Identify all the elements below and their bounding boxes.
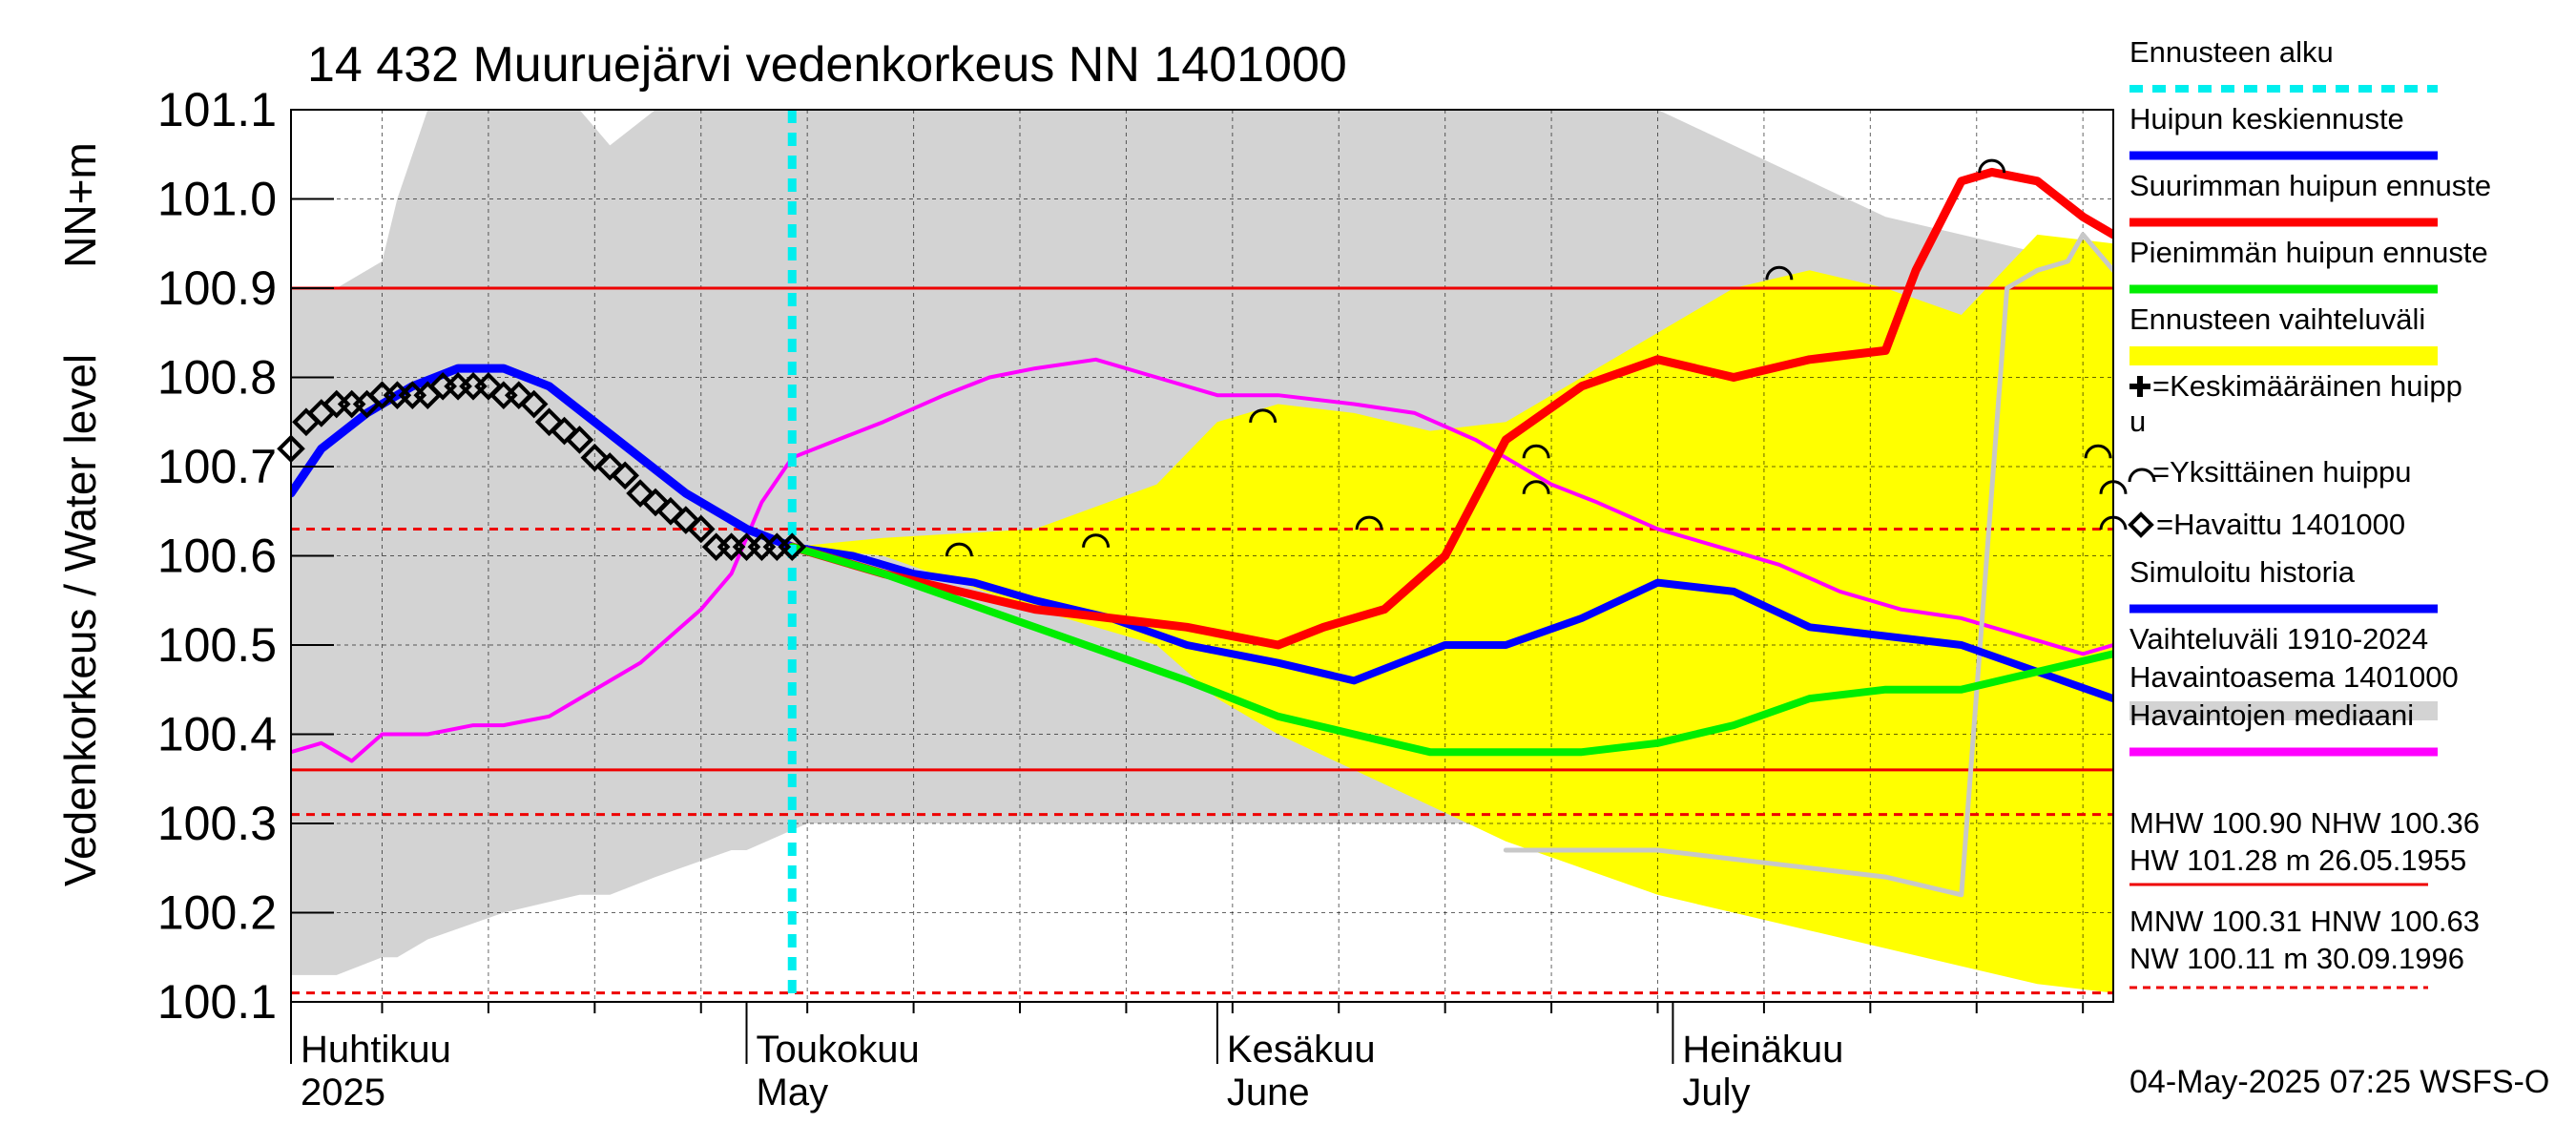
x-month-label-fi: Toukokuu (757, 1029, 920, 1071)
x-month-label-en: May (757, 1072, 829, 1114)
plot-area (277, 109, 2128, 1003)
series-lines (291, 167, 2113, 898)
x-month-label-fi: Kesäkuu (1227, 1029, 1376, 1071)
y-axis-title: Vedenkorkeus / Water level NN+m (55, 142, 105, 886)
x-month-label-fi: Heinäkuu (1682, 1029, 1843, 1071)
stats-line-mnw: MNW 100.31 HNW 100.63 (2129, 905, 2480, 938)
legend-label: Suurimman huipun ennuste (2129, 169, 2491, 202)
y-tick-label: 100.3 (157, 797, 277, 850)
x-month-label-fi: Huhtikuu (301, 1029, 451, 1071)
y-tick-label: 100.1 (157, 975, 277, 1029)
legend-swatch (2129, 346, 2438, 365)
y-tick-label: 100.6 (157, 530, 277, 583)
y-tick-label: 100.7 (157, 440, 277, 493)
y-tick-label: 100.5 (157, 618, 277, 672)
observed-point (580, 443, 610, 472)
observed-point (550, 416, 579, 446)
single-peak-marker (2084, 444, 2112, 459)
legend-label: Simuloitu historia (2129, 555, 2356, 589)
x-month-label-en: 2025 (301, 1072, 385, 1114)
observed-point (474, 372, 503, 401)
series-line-5 (788, 543, 2113, 757)
stats-line-mhw: MHW 100.90 NHW 100.36 (2129, 806, 2480, 840)
single-peak-marker (1355, 515, 1383, 531)
observed-point (504, 381, 533, 410)
observed-point (595, 452, 625, 481)
observed-point (534, 407, 564, 437)
y-tick-label: 100.9 (157, 261, 277, 315)
single-peak-marker (1249, 408, 1278, 424)
legend-label: Pienimmän huipun ennuste (2129, 236, 2488, 269)
legend-swatch (2128, 511, 2154, 538)
single-peak-marker (1522, 444, 1550, 459)
series-line-0 (291, 357, 2113, 763)
legend-label-2: Havaintoasema 1401000 (2129, 660, 2459, 694)
series-line-1 (1503, 232, 2113, 898)
single-peak-marker (945, 542, 973, 557)
legend-label: =Keskimääräinen huipp (2152, 369, 2462, 403)
observed-point (611, 461, 639, 490)
legend-swatch (2129, 376, 2150, 397)
legend-swatch (2129, 701, 2438, 720)
observed-point (565, 426, 594, 454)
forecast-range-band (792, 234, 2113, 993)
y-tick-label: 100.8 (157, 351, 277, 405)
stats-line-nw: NW 100.11 m 30.09.1996 (2129, 942, 2464, 975)
stats-block-2: MNW 100.31 HNW 100.63 NW 100.11 m 30.09.… (2129, 905, 2480, 989)
observed-point (778, 532, 807, 561)
legend-label: Vaihteluväli 1910-2024 (2129, 622, 2428, 656)
y-axis: 100.1 100.2 100.3 100.4 100.5 100.6 100.7 100.8… (157, 83, 334, 1029)
y-axis-label: Vedenkorkeus / Water level (55, 354, 105, 886)
y-tick-label: 100.4 (157, 708, 277, 761)
legend-label: Havaintojen mediaani (2129, 698, 2414, 732)
y-tick-label: 101.0 (157, 173, 277, 226)
footer-timestamp: 04-May-2025 07:25 WSFS-O (2129, 1064, 2549, 1100)
reference-lines (291, 286, 2113, 995)
forecast-range-area (792, 234, 2113, 993)
legend-label: Huipun keskiennuste (2129, 102, 2404, 135)
single-peak-marker (1978, 158, 2006, 174)
single-peak-marker (1765, 265, 1794, 281)
single-peak-marker (1522, 480, 1550, 494)
observed-point (519, 389, 549, 419)
series-line-3 (788, 543, 2113, 703)
single-peak-marker (1082, 533, 1111, 548)
y-tick-label: 101.1 (157, 83, 277, 136)
legend-swatch (2128, 468, 2156, 483)
x-month-label-en: July (1682, 1072, 1750, 1114)
y-tick-label: 100.2 (157, 886, 277, 940)
observed-point (656, 496, 685, 526)
legend-label-2: u (2129, 405, 2146, 438)
legend-label: =Havaittu 1401000 (2156, 508, 2405, 541)
legend: Ennusteen alku Huipun keskiennuste Suurimm… (2128, 35, 2491, 757)
legend-label: =Yksittäinen huippu (2152, 455, 2411, 489)
series-line-4 (787, 167, 2113, 650)
observed-point (672, 506, 700, 534)
observed-point (626, 479, 654, 508)
chart-title: 14 432 Muuruejärvi vedenkorkeus NN 14010… (307, 37, 1347, 93)
y-axis-unit: NN+m (55, 142, 105, 268)
observed-point (686, 514, 716, 544)
legend-label: Ennusteen vaihteluväli (2129, 302, 2425, 336)
observed-markers (277, 372, 807, 561)
stats-line-hw: HW 101.28 m 26.05.1955 (2129, 843, 2466, 877)
stats-block-1: MHW 100.90 NHW 100.36 HW 101.28 m 26.05.… (2129, 806, 2480, 886)
legend-label: Ennusteen alku (2129, 35, 2334, 69)
observed-point (641, 488, 670, 517)
series-line-2 (291, 364, 797, 552)
x-month-label-en: June (1227, 1072, 1310, 1114)
